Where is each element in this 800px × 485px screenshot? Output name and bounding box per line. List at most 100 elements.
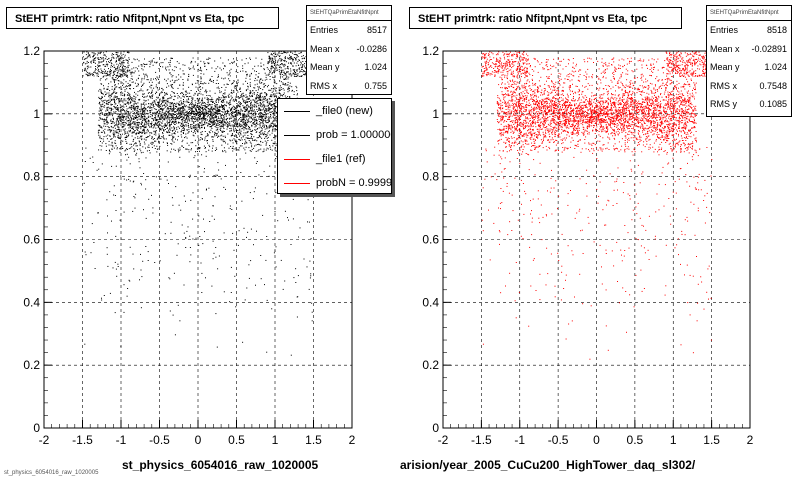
- scatter-point: [227, 111, 228, 112]
- scatter-point: [126, 137, 127, 138]
- scatter-point: [160, 116, 161, 117]
- scatter-point: [199, 103, 200, 104]
- scatter-point: [211, 286, 212, 287]
- scatter-point: [268, 69, 269, 70]
- scatter-point: [198, 147, 199, 148]
- scatter-point: [274, 56, 275, 57]
- scatter-point: [123, 62, 124, 63]
- scatter-point: [168, 183, 169, 184]
- scatter-point: [227, 102, 228, 103]
- scatter-point: [153, 88, 154, 89]
- scatter-point: [186, 115, 187, 116]
- scatter-point: [111, 123, 112, 124]
- scatter-point: [117, 132, 118, 133]
- scatter-point: [266, 126, 267, 127]
- scatter-point: [193, 106, 194, 107]
- scatter-point: [218, 136, 219, 137]
- scatter-point: [155, 103, 156, 104]
- scatter-point: [153, 58, 154, 59]
- scatter-point: [146, 157, 147, 158]
- scatter-point: [100, 98, 101, 99]
- scatter-point: [112, 53, 113, 54]
- scatter-point: [154, 131, 155, 132]
- scatter-point: [260, 255, 261, 256]
- scatter-point: [279, 67, 280, 68]
- scatter-point: [211, 101, 212, 102]
- scatter-point: [118, 127, 119, 128]
- scatter-point: [219, 109, 220, 110]
- scatter-point: [175, 114, 176, 115]
- scatter-point: [118, 102, 119, 103]
- scatter-point: [285, 56, 286, 57]
- scatter-point: [109, 113, 110, 114]
- scatter-point: [140, 254, 141, 255]
- scatter-point: [145, 64, 146, 65]
- scatter-point: [237, 137, 238, 138]
- scatter-point: [108, 112, 109, 113]
- scatter-point: [109, 112, 110, 113]
- scatter-point: [116, 58, 117, 59]
- scatter-point: [193, 192, 194, 193]
- scatter-point: [201, 122, 202, 123]
- scatter-point: [273, 77, 274, 78]
- scatter-point: [169, 117, 170, 118]
- scatter-point: [160, 118, 161, 119]
- scatter-point: [210, 121, 211, 122]
- scatter-point: [179, 115, 180, 116]
- scatter-point: [172, 69, 173, 70]
- scatter-point: [189, 69, 190, 70]
- scatter-point: [120, 111, 121, 112]
- scatter-point: [195, 115, 196, 116]
- scatter-point: [141, 139, 142, 140]
- scatter-point: [226, 101, 227, 102]
- scatter-point: [156, 109, 157, 110]
- scatter-point: [253, 117, 254, 118]
- scatter-point: [176, 103, 177, 104]
- scatter-point: [170, 106, 171, 107]
- scatter-point: [261, 119, 262, 120]
- scatter-point: [214, 109, 215, 110]
- scatter-point: [155, 131, 156, 132]
- scatter-point: [164, 139, 165, 140]
- scatter-point: [250, 100, 251, 101]
- scatter-point: [134, 98, 135, 99]
- scatter-point: [164, 127, 165, 128]
- scatter-point: [155, 133, 156, 134]
- scatter-point: [264, 284, 265, 285]
- scatter-point: [115, 195, 116, 196]
- scatter-point: [127, 120, 128, 121]
- scatter-point: [245, 111, 246, 112]
- scatter-point: [115, 136, 116, 137]
- scatter-point: [170, 143, 171, 144]
- scatter-point: [296, 65, 297, 66]
- scatter-point: [130, 247, 131, 248]
- scatter-point: [272, 72, 273, 73]
- scatter-point: [235, 100, 236, 101]
- scatter-point: [133, 181, 134, 182]
- scatter-point: [261, 59, 262, 60]
- scatter-point: [194, 135, 195, 136]
- scatter-point: [97, 54, 98, 55]
- scatter-point: [240, 124, 241, 125]
- scatter-point: [115, 77, 116, 78]
- scatter-point: [184, 126, 185, 127]
- scatter-point: [217, 107, 218, 108]
- scatter-point: [188, 76, 189, 77]
- scatter-point: [172, 109, 173, 110]
- scatter-point: [309, 261, 310, 262]
- scatter-point: [110, 71, 111, 72]
- scatter-point: [293, 73, 294, 74]
- scatter-point: [280, 55, 281, 56]
- scatter-point: [158, 117, 159, 118]
- scatter-point: [164, 119, 165, 120]
- scatter-point: [151, 110, 152, 111]
- scatter-point: [233, 80, 234, 81]
- scatter-point: [162, 132, 163, 133]
- scatter-point: [158, 83, 159, 84]
- scatter-point: [122, 126, 123, 127]
- scatter-point: [272, 58, 273, 59]
- scatter-point: [140, 111, 141, 112]
- scatter-point: [118, 121, 119, 122]
- scatter-point: [114, 97, 115, 98]
